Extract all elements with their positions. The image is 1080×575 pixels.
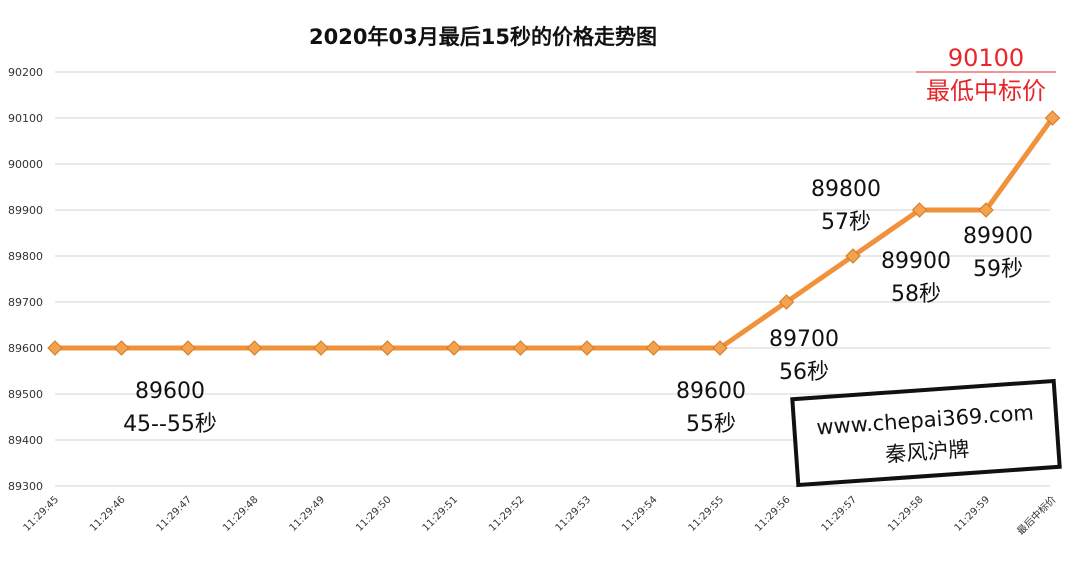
annotation-line: 89600 — [135, 379, 205, 404]
annotation-line: 45--55秒 — [123, 412, 217, 437]
annotation: 89800 57秒 — [811, 177, 881, 235]
annotation-line: 59秒 — [973, 257, 1023, 282]
data-point — [180, 340, 196, 356]
watermark-border — [790, 378, 1062, 488]
data-point — [712, 340, 728, 356]
data-point — [978, 202, 994, 218]
data-point — [845, 248, 861, 264]
annotation-line: 57秒 — [821, 210, 871, 235]
annotation-line: 89900 — [881, 249, 951, 274]
annotation-line: 56秒 — [779, 360, 829, 385]
annotation: 89900 59秒 — [963, 224, 1033, 282]
annotation-line: 89700 — [769, 327, 839, 352]
annotation-line: 89800 — [811, 177, 881, 202]
y-tick-label: 89500 — [8, 388, 43, 401]
data-point — [911, 202, 928, 218]
data-point — [512, 340, 529, 356]
annotation: 89900 58秒 — [881, 249, 951, 307]
y-tick-label: 89900 — [8, 204, 43, 217]
annotation-line: 最低中标价 — [926, 77, 1046, 105]
annotation: 89600 45--55秒 — [123, 379, 217, 437]
gridlines — [55, 71, 1050, 487]
series-markers — [47, 110, 1061, 356]
series-line — [52, 115, 1055, 351]
data-point — [113, 340, 130, 356]
data-point — [313, 340, 329, 356]
y-axis-ticks: 90200 90100 90000 89900 89800 89700 89600 89500… — [8, 66, 43, 493]
annotation-line: 89900 — [963, 224, 1033, 249]
data-point — [1044, 110, 1061, 126]
annotation-line: 89600 — [676, 379, 746, 404]
data-point — [379, 340, 396, 356]
data-point — [579, 340, 595, 356]
y-tick-label: 89600 — [8, 342, 43, 355]
y-tick-label: 89400 — [8, 434, 43, 447]
y-tick-label: 89300 — [8, 480, 43, 493]
annotation: 89600 55秒 — [676, 379, 746, 437]
data-point — [446, 340, 462, 356]
watermark-name: 秦风沪牌 — [885, 437, 970, 467]
annotation: 89700 56秒 — [769, 327, 839, 385]
annotations: 89600 45--55秒 89600 55秒 89700 56秒 89800 57秒 8990… — [123, 44, 1056, 437]
annotation-line: 58秒 — [891, 282, 941, 307]
y-tick-label: 90200 — [8, 66, 43, 79]
y-tick-label: 89700 — [8, 296, 43, 309]
annotation: 90100 最低中标价 — [916, 44, 1056, 105]
data-point — [246, 340, 263, 356]
y-tick-label: 90000 — [8, 158, 43, 171]
annotation-line: 90100 — [948, 44, 1024, 72]
series-polyline — [52, 115, 1055, 351]
chart-title: 2020年03月最后15秒的价格走势图 — [309, 25, 657, 49]
y-tick-label: 90100 — [8, 112, 43, 125]
data-point — [47, 340, 63, 356]
annotation-line: 55秒 — [686, 412, 736, 437]
y-tick-label: 89800 — [8, 250, 43, 263]
data-point — [778, 294, 795, 310]
watermark-stamp: www.chepai369.com 秦风沪牌 — [790, 378, 1062, 488]
data-point — [645, 340, 662, 356]
